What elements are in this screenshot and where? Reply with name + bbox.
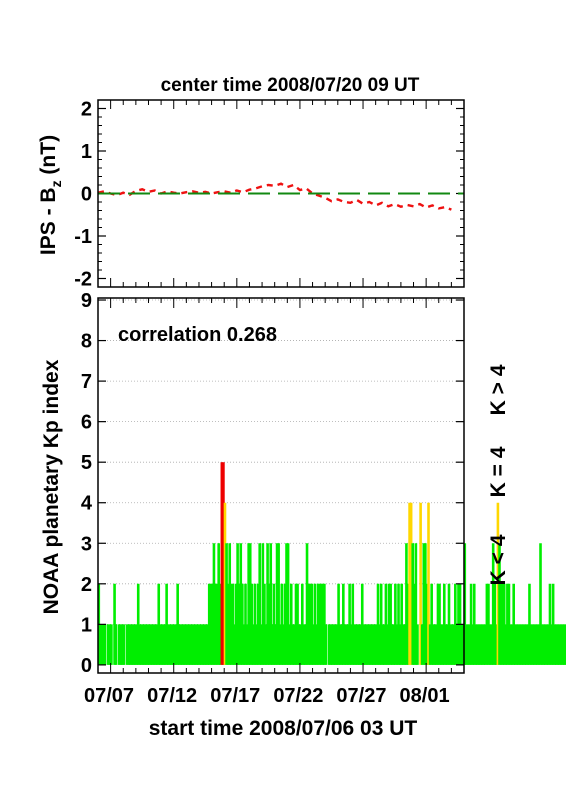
top-y-tick-label: 2 [81, 99, 92, 121]
top-panel-y-axis-label: IPS - Bz (nT) [37, 135, 64, 255]
kp-x-tick-label: 07/22 [273, 685, 323, 707]
kp-y-tick-label: 1 [81, 614, 92, 636]
kp-x-tick-label: 07/12 [147, 685, 197, 707]
correlation-annotation: correlation 0.268 [118, 324, 277, 346]
top-panel-frame [97, 99, 465, 288]
kp-y-tick-label: 5 [81, 452, 92, 474]
kp-x-tick-label: 07/17 [210, 685, 260, 707]
kp-x-tick-label: 07/07 [84, 685, 134, 707]
kp-y-tick-label: 4 [81, 493, 93, 515]
kp-panel: 0 1 2 3 4 5 6 7 8 9 07/07 07/12 07/17 07/22 07/27 08/0… [40, 290, 566, 707]
top-panel-series [97, 182, 464, 211]
top-y-tick-label: -2 [74, 269, 92, 291]
top-y-tick-label: 1 [81, 141, 92, 163]
kp-y-tick-label: 3 [81, 533, 92, 555]
ips-bz-series [97, 182, 452, 211]
kp-y-tick-labels: 0 1 2 3 4 5 6 7 8 9 [81, 290, 93, 677]
kp-color-legend: K < 4 K = 4 K > 4 [487, 364, 510, 585]
kp-y-tick-label: 8 [81, 331, 92, 353]
kp-y-tick-label: 2 [81, 574, 92, 596]
legend-k-gt-4: K > 4 [487, 364, 510, 415]
ips-bz-panel: 2 1 0 -1 -2 IPS - Bz (nT) [37, 99, 465, 291]
kp-y-axis-label: NOAA planetary Kp index [40, 359, 63, 614]
kp-x-tick-labels: 07/07 07/12 07/17 07/22 07/27 08/01 [84, 685, 450, 707]
kp-panel-frame [97, 297, 465, 674]
kp-y-tick-label: 7 [81, 371, 92, 393]
top-panel-y-tick-labels: 2 1 0 -1 -2 [74, 99, 92, 291]
kp-x-tick-label: 07/27 [336, 685, 386, 707]
legend-k-eq-4: K = 4 [487, 446, 510, 497]
kp-y-tick-label: 6 [81, 412, 92, 434]
kp-bars [97, 462, 566, 665]
center-time-title: center time 2008/07/20 09 UT [161, 75, 420, 96]
kp-y-tick-label: 0 [81, 655, 92, 677]
kp-x-tick-label: 08/01 [400, 685, 450, 707]
top-y-tick-label: -1 [74, 226, 92, 248]
legend-k-lt-4: K < 4 [487, 534, 510, 585]
top-y-tick-label: 0 [81, 184, 92, 206]
start-time-x-axis-label: start time 2008/07/06 03 UT [149, 717, 418, 740]
kp-y-tick-label: 9 [81, 290, 92, 312]
